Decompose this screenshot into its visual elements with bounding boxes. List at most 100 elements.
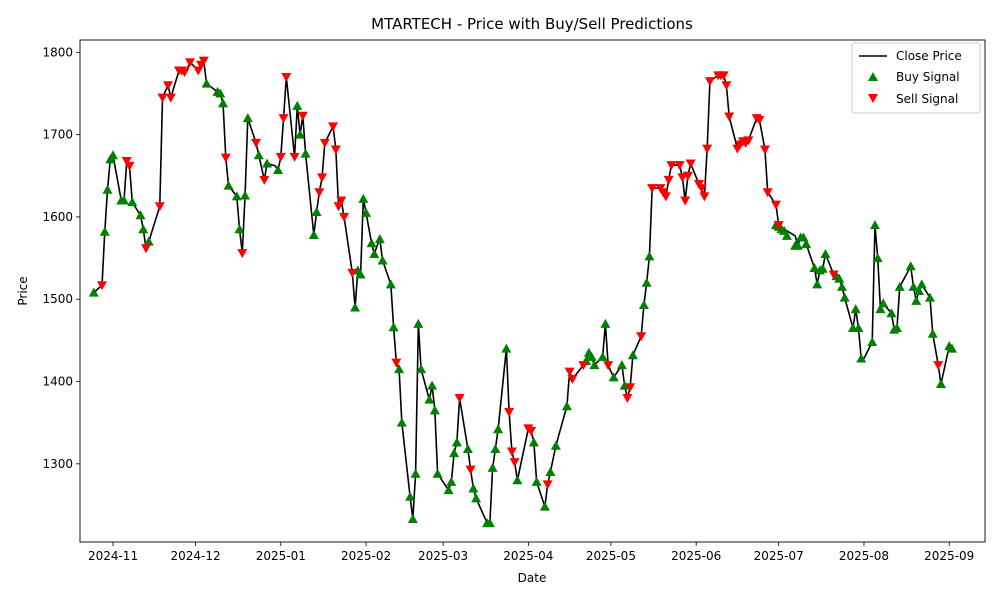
buy-signal-point	[638, 299, 649, 309]
buy-signal-point	[300, 148, 311, 158]
buy-signal-point	[201, 78, 212, 88]
buy-signal-point	[424, 394, 435, 404]
sell-signal-point	[163, 81, 174, 91]
buy-signal-point	[913, 286, 924, 295]
buy-signal-point	[792, 240, 803, 250]
buy-signal-point	[872, 253, 883, 263]
sell-signal-point	[454, 393, 465, 403]
sell-signal-point	[603, 361, 614, 371]
sell-signal-point	[567, 375, 578, 385]
buy-signal-point	[388, 322, 399, 332]
buy-signal-point	[781, 230, 792, 240]
buy-signal-point	[108, 150, 119, 160]
buy-signal-point	[911, 295, 922, 305]
buy-signal-point	[490, 444, 501, 454]
sell-signal-point	[636, 332, 647, 342]
buy-signal-point	[487, 462, 498, 472]
sell-signal-point	[275, 152, 286, 162]
legend-frame	[851, 42, 981, 114]
x-tick-label: 2025-09	[924, 549, 974, 563]
chart-title: MTARTECH - Price with Buy/Sell Predictio…	[371, 15, 693, 33]
x-tick-label: 2025-03	[418, 549, 468, 563]
x-tick-label: 2024-12	[170, 549, 220, 563]
buy-signal-point	[396, 417, 407, 427]
buy-signal-point	[369, 248, 380, 258]
legend-buy-swatch	[868, 72, 878, 81]
buy-signal-point	[531, 476, 542, 486]
sell-signal-point	[336, 196, 347, 206]
buy-signal-point	[407, 513, 418, 523]
buy-signal-point	[875, 304, 886, 314]
sell-signal-point	[97, 281, 108, 291]
sell-signal-point	[704, 77, 715, 87]
buy-signal-point	[850, 304, 861, 314]
buy-signal-point	[446, 476, 457, 486]
y-tick-label: 1800	[42, 45, 73, 59]
buy-signal-point	[608, 372, 619, 382]
buy-signal-point	[135, 210, 146, 220]
sell-signal-point	[828, 270, 839, 280]
buy-signal-point	[644, 251, 655, 261]
sell-signal-point	[696, 184, 707, 194]
buy-signal-point	[405, 491, 416, 501]
legend-sell-swatch	[868, 94, 878, 103]
legend-sell-signal: Sell Signal	[896, 92, 958, 106]
sell-signal-point	[391, 358, 402, 368]
sell-signal-point	[702, 144, 713, 154]
sell-signal-point	[330, 145, 341, 155]
buy-signal-point	[377, 255, 388, 265]
sell-signal-point	[682, 171, 693, 181]
buy-signal-point	[641, 277, 652, 287]
sell-signal-point	[526, 426, 537, 436]
x-tick-label: 2025-04	[503, 549, 553, 563]
buy-signal-point	[361, 207, 372, 217]
x-axis: 2024-11 2024-12 2025-01 2025-02 2025-03 2025-…	[88, 542, 974, 563]
buy-signal-point	[550, 440, 561, 450]
buy-signal-point	[493, 424, 504, 434]
sell-signal-point	[674, 161, 685, 171]
sell-signal-point	[506, 447, 517, 457]
sell-signal-point	[220, 153, 231, 163]
buy-signal-point	[817, 263, 828, 273]
buy-signal-point	[462, 444, 473, 454]
x-tick-label: 2025-08	[839, 549, 889, 563]
sell-signal-point	[754, 115, 765, 125]
sell-signal-point	[666, 161, 677, 171]
sell-signal-point	[509, 458, 520, 468]
sell-signal-point	[121, 156, 132, 166]
buy-signal-point	[432, 468, 443, 478]
buy-signal-point	[218, 98, 229, 108]
sell-signal-point	[314, 188, 325, 198]
sell-signal-point	[297, 111, 308, 121]
buy-signal-markers	[88, 78, 957, 528]
sell-signal-point	[237, 249, 248, 259]
buy-signal-point	[350, 302, 361, 312]
buy-signal-point	[891, 323, 902, 333]
sell-signal-point	[680, 196, 691, 206]
buy-signal-point	[231, 191, 242, 201]
x-tick-label: 2025-05	[586, 549, 636, 563]
buy-signal-point	[215, 88, 226, 98]
legend-buy-signal: Buy Signal	[896, 70, 960, 84]
buy-signal-point	[924, 292, 935, 302]
buy-signal-point	[616, 360, 627, 370]
buy-signal-point	[545, 467, 556, 477]
sell-signal-point	[154, 202, 165, 212]
y-axis: 1300 1400 1500 1600 1700 1800	[42, 45, 80, 471]
buy-signal-point	[820, 248, 831, 258]
buy-signal-point	[242, 113, 253, 123]
buy-signal-point	[935, 378, 946, 388]
buy-signal-point	[308, 230, 319, 240]
buy-signal-point	[597, 351, 608, 361]
sell-signal-point	[625, 383, 636, 393]
sell-signal-point	[504, 407, 515, 417]
sell-signal-point	[347, 268, 358, 278]
buy-signal-point	[443, 485, 454, 495]
legend-close-price: Close Price	[896, 49, 962, 63]
buy-signal-point	[894, 281, 905, 291]
buy-signal-point	[908, 281, 919, 291]
buy-signal-point	[416, 364, 427, 374]
buy-signal-point	[501, 343, 512, 353]
buy-signal-point	[355, 269, 366, 279]
